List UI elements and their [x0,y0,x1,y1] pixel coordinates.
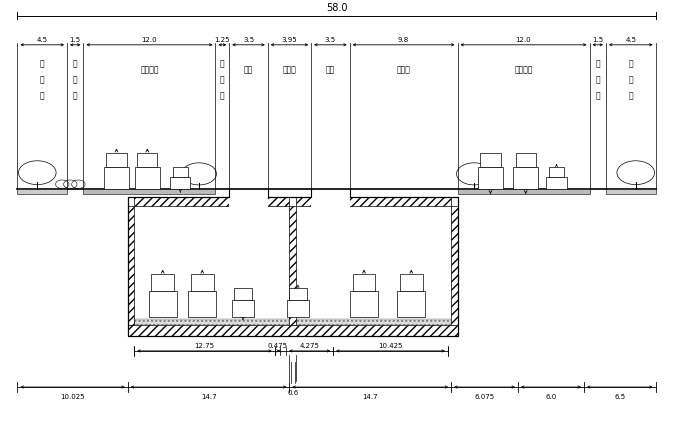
Text: 道: 道 [40,91,44,100]
Text: 12.75: 12.75 [194,342,215,348]
Bar [549,168,564,177]
Text: 机动车道: 机动车道 [140,65,159,74]
Bar [135,167,160,190]
Text: 绶: 绶 [73,60,77,69]
Bar [128,198,458,336]
Text: 1.25: 1.25 [215,37,230,43]
Text: 1.5: 1.5 [592,37,603,43]
Text: 天窗: 天窗 [326,65,335,74]
Text: 3.5: 3.5 [243,37,254,43]
Text: 6.0: 6.0 [545,393,557,399]
Bar [296,319,451,325]
Bar [311,196,350,208]
Text: 4.5: 4.5 [37,37,48,43]
Bar [128,325,458,336]
Text: 机动车道: 机动车道 [514,65,533,74]
Text: 0.6: 0.6 [287,389,298,395]
Text: 12.0: 12.0 [516,37,531,43]
Text: 绶化带: 绶化带 [283,65,296,74]
Bar [458,190,590,195]
Bar [135,198,289,207]
Bar [137,154,157,167]
Text: 行: 行 [40,75,44,84]
Bar [546,177,567,190]
Text: 10.425: 10.425 [378,342,402,348]
Text: 6.075: 6.075 [474,393,495,399]
Text: 行: 行 [629,75,633,84]
Text: 化: 化 [73,75,77,84]
Text: 58.0: 58.0 [326,3,347,14]
Bar [296,198,451,207]
Bar [173,168,188,177]
Bar [353,275,376,291]
Text: 化: 化 [596,75,600,84]
Text: 1.5: 1.5 [70,37,81,43]
Bar [191,275,213,291]
Bar [400,275,423,291]
Bar [128,207,135,325]
Bar [104,167,129,190]
Bar [170,177,190,190]
Text: 绶化带: 绶化带 [396,65,411,74]
Text: 带: 带 [73,91,77,100]
Bar [83,190,215,195]
Bar [478,167,503,190]
Text: 3.5: 3.5 [325,37,336,43]
Bar [135,319,289,325]
Text: 道: 道 [629,91,633,100]
Text: 9.8: 9.8 [398,37,409,43]
Text: 6.5: 6.5 [614,393,625,399]
Bar [289,207,296,325]
Bar [234,288,252,300]
Text: 4.275: 4.275 [299,342,320,348]
Bar [188,291,217,317]
Bar [17,190,67,195]
Bar [513,167,538,190]
Text: 4.5: 4.5 [625,37,636,43]
Bar [289,288,307,300]
Bar [151,275,174,291]
Bar [451,207,458,325]
Bar [232,300,254,317]
Bar [229,196,268,208]
Text: 人: 人 [40,60,44,69]
Bar [481,154,501,167]
Text: 天窗: 天窗 [244,65,253,74]
Text: 人: 人 [629,60,633,69]
Text: 3.95: 3.95 [282,37,297,43]
Bar [287,300,310,317]
Text: 绶: 绶 [596,60,600,69]
Text: 绶: 绶 [220,60,225,69]
Text: 带: 带 [220,91,225,100]
Text: 12.0: 12.0 [142,37,157,43]
Text: 10.025: 10.025 [61,393,85,399]
Bar [106,154,127,167]
Bar [606,190,656,195]
Text: 0.475: 0.475 [267,342,287,348]
Text: 14.7: 14.7 [201,393,217,399]
Text: 14.7: 14.7 [363,393,378,399]
Text: 化: 化 [220,75,225,84]
Bar [350,291,378,317]
Bar [149,291,177,317]
Text: 带: 带 [596,91,600,100]
Bar [397,291,425,317]
Bar [516,154,536,167]
